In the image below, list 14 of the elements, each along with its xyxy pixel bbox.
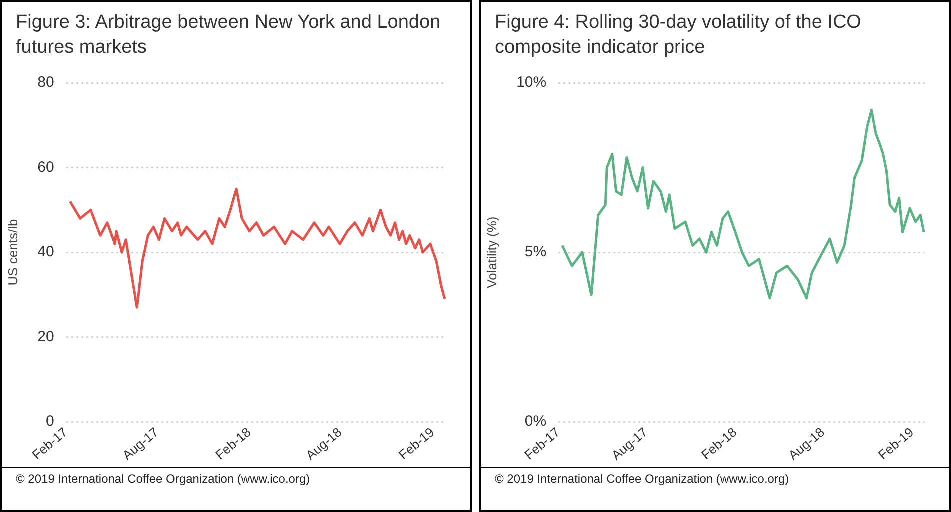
y-tick-label: 5% bbox=[524, 244, 547, 261]
y-tick-label: 10% bbox=[516, 74, 547, 92]
y-tick-label: 60 bbox=[38, 158, 54, 176]
text: © 2019 International Coffee Organization (www.ico.org) bbox=[2, 467, 470, 490]
chart-title: Figure 3: Arbitrage between New York and London futures markets bbox=[15, 11, 442, 60]
y-tick-label: 0% bbox=[524, 413, 547, 430]
chart-title: Figure 4: Rolling 30-day volatility of the ICO composite indicator price bbox=[494, 11, 862, 60]
y-axis-title: US cents/lb bbox=[5, 219, 20, 286]
y-axis-title: Volatility (%) bbox=[484, 216, 500, 288]
y-tick-label: 20 bbox=[38, 328, 54, 346]
y-tick-label: 40 bbox=[38, 244, 54, 261]
y-tick-label: 0 bbox=[46, 413, 54, 430]
y-tick-label: 80 bbox=[38, 74, 54, 92]
text: © 2019 International Coffee Organization (www.ico.org) bbox=[481, 467, 949, 490]
